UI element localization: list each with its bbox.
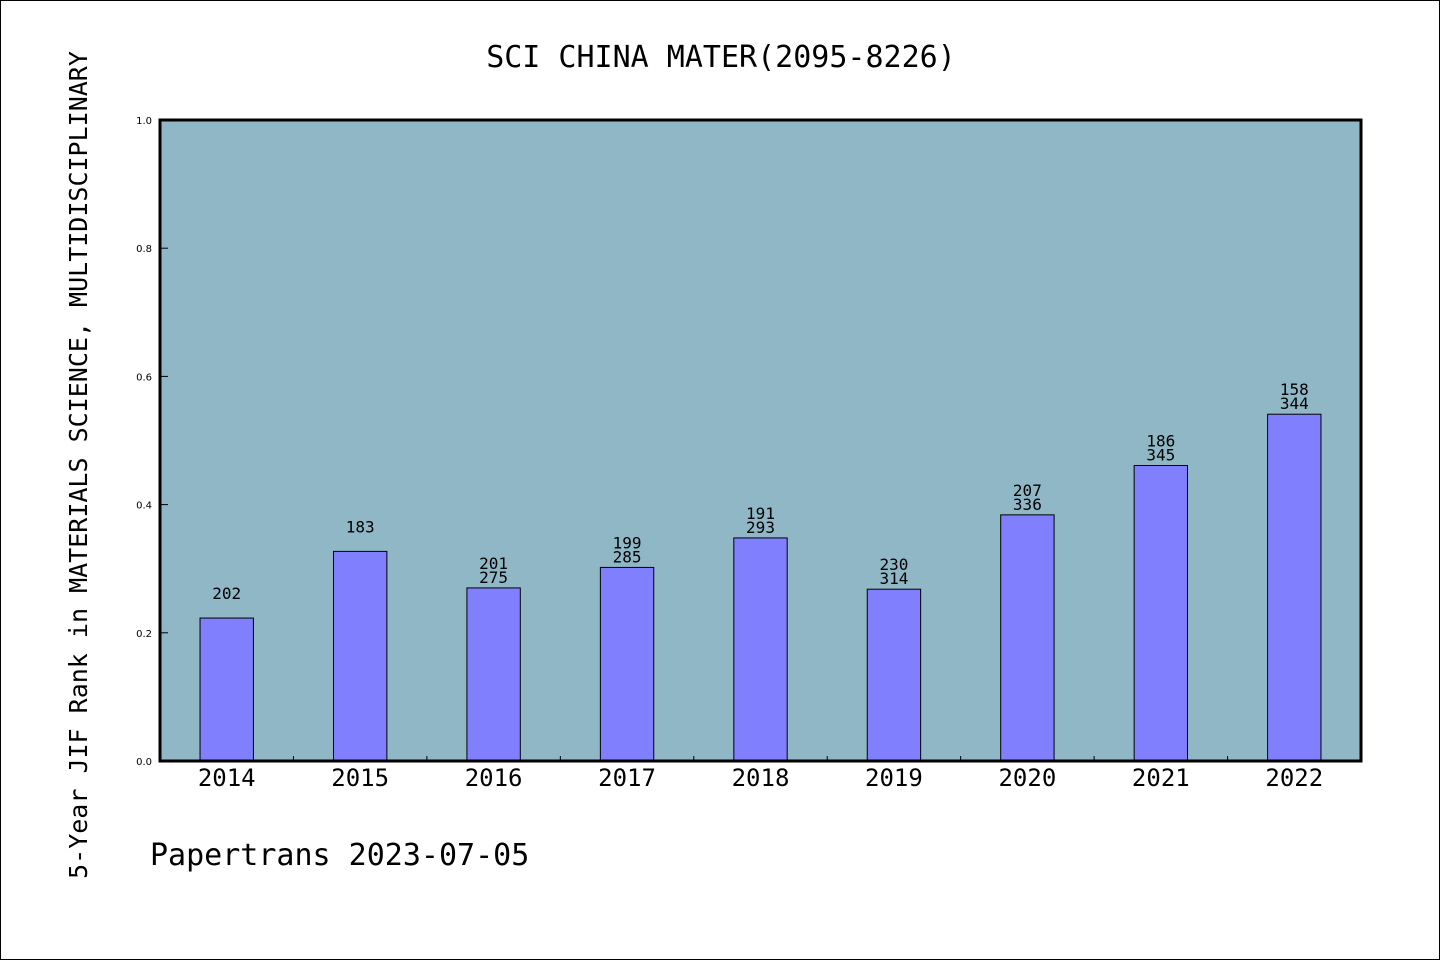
y-tick-label-0: 0.0 [136, 757, 152, 768]
x-tick-label-2020: 2020 [998, 764, 1056, 792]
data-label-2019-1: 230 [879, 555, 908, 574]
x-tick-label-2018: 2018 [732, 764, 790, 792]
footer-credit: Papertrans 2023-07-05 [150, 838, 529, 873]
data-label-2022-2: 344 [1280, 394, 1309, 413]
y-tick-label-1: 0.2 [136, 629, 152, 640]
bar-2017 [599, 566, 655, 762]
x-tick-label-2016: 2016 [465, 764, 523, 792]
data-label-2022-1: 158 [1280, 380, 1309, 399]
bar-2021 [1133, 464, 1189, 762]
data-label-2018-2: 293 [746, 518, 775, 537]
x-tick-label-2017: 2017 [598, 764, 656, 792]
bar-2019 [866, 588, 922, 762]
x-tick-label-2014: 2014 [198, 764, 256, 792]
bar-2018 [733, 537, 788, 762]
chart-title: SCI CHINA MATER(2095-8226) [486, 40, 956, 75]
data-label-2014-1: 202 [212, 584, 241, 603]
bars-group: 2021832012751992851912932303142073361863… [199, 380, 1322, 762]
bar-2020 [1000, 514, 1055, 762]
y-tick-label-4: 0.8 [136, 244, 152, 255]
data-label-2021-2: 345 [1146, 445, 1175, 464]
data-label-2019-2: 314 [879, 569, 908, 588]
data-label-2020-1: 207 [1013, 481, 1042, 500]
plot-frame [158, 118, 1363, 763]
x-tick-label-2019: 2019 [865, 764, 923, 792]
data-label-2017-1: 199 [613, 533, 642, 552]
data-label-2018-1: 191 [746, 504, 775, 523]
x-tick-label-2022: 2022 [1265, 764, 1323, 792]
data-label-2015-1: 183 [346, 517, 375, 536]
x-ticks-group: 2014 2015 2016 2017 2018 2019 2020 2021 2022 [198, 756, 1323, 792]
data-label-2016-2: 275 [479, 568, 508, 587]
y-tick-label-5: 1.0 [136, 116, 152, 127]
y-axis-label: 5-Year JIF Rank in MATERIALS SCIENCE, MU… [64, 51, 93, 879]
y-tick-label-3: 0.6 [136, 372, 152, 383]
bar-2016 [466, 587, 521, 762]
data-label-2017-2: 285 [613, 547, 642, 566]
data-label-2020-2: 336 [1013, 495, 1042, 514]
x-tick-label-2015: 2015 [331, 764, 389, 792]
bar-2014 [199, 617, 254, 762]
data-label-2021-1: 186 [1146, 431, 1175, 450]
x-tick-label-2021: 2021 [1132, 764, 1190, 792]
data-label-2016-1: 201 [479, 554, 508, 573]
y-tick-label-2: 0.4 [136, 501, 152, 512]
bar-2015 [332, 550, 388, 762]
bar-2022 [1267, 413, 1322, 762]
